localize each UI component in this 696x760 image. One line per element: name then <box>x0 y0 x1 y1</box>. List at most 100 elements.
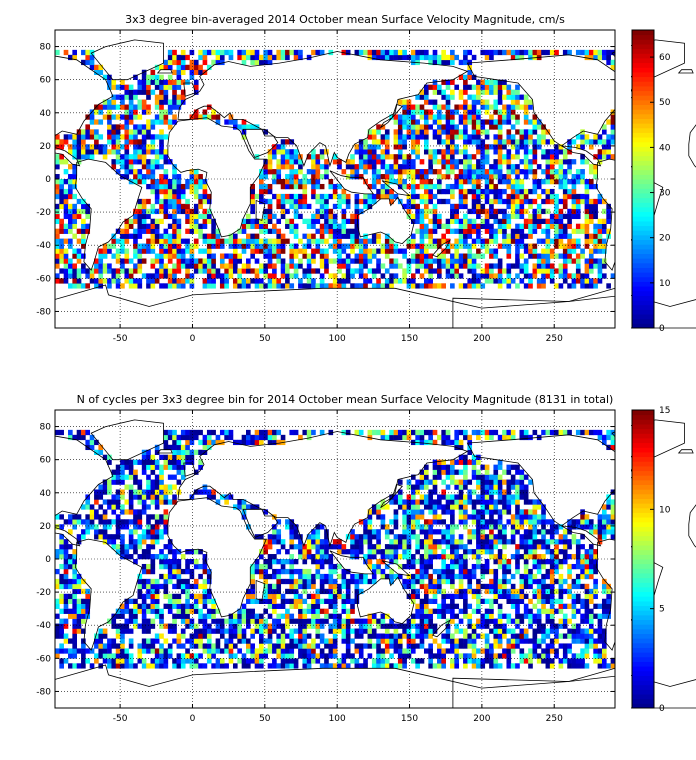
heatmap-cell <box>523 258 529 264</box>
heatmap-cell <box>120 154 125 160</box>
heatmap-cell <box>76 258 82 264</box>
heatmap-cell <box>81 129 86 135</box>
heatmap-cell <box>250 233 255 239</box>
heatmap-cell <box>345 243 351 249</box>
heatmap-cell <box>337 198 342 205</box>
heatmap-cell <box>510 179 516 185</box>
heatmap-cell <box>458 59 464 66</box>
heatmap-cell <box>81 223 86 229</box>
heatmap-cell <box>580 129 585 135</box>
x-tick-label: 0 <box>190 334 196 344</box>
heatmap-cell <box>601 238 607 244</box>
heatmap-cell <box>306 278 312 284</box>
heatmap-cell <box>328 213 334 220</box>
heatmap-cell <box>519 583 525 590</box>
heatmap-cell <box>315 218 321 224</box>
heatmap-cell <box>497 149 503 155</box>
heatmap-cell <box>254 49 260 56</box>
heatmap-cell <box>328 628 334 634</box>
heatmap-cell <box>172 179 177 185</box>
heatmap-cell <box>463 104 468 110</box>
heatmap-cell <box>497 169 503 175</box>
heatmap-cell <box>428 233 433 239</box>
heatmap-cell <box>232 613 238 619</box>
heatmap-cell <box>137 623 143 629</box>
heatmap-cell <box>493 49 499 56</box>
heatmap-cell <box>419 193 425 200</box>
heatmap-cell <box>497 198 503 205</box>
heatmap-cell <box>541 238 546 244</box>
heatmap-cell <box>441 233 446 239</box>
heatmap-cell <box>458 188 464 195</box>
heatmap-cell <box>476 263 481 269</box>
heatmap-cell <box>423 198 429 205</box>
heatmap-cell <box>410 273 416 279</box>
heatmap-cell <box>76 139 82 145</box>
heatmap-cell <box>133 144 138 150</box>
heatmap-cell <box>337 233 342 239</box>
heatmap-cell <box>289 283 295 289</box>
heatmap-cell <box>94 658 99 664</box>
heatmap-cell <box>59 198 64 205</box>
heatmap-cell <box>389 169 394 175</box>
heatmap-cell <box>402 663 407 669</box>
heatmap-cell <box>289 228 295 234</box>
heatmap-cell <box>298 618 303 624</box>
heatmap-cell <box>419 603 425 609</box>
heatmap-cell <box>554 218 559 224</box>
heatmap-cell <box>480 253 486 259</box>
heatmap-cell <box>558 144 564 150</box>
heatmap-cell <box>458 129 464 135</box>
heatmap-cell <box>532 208 538 215</box>
heatmap-cell <box>302 243 308 249</box>
heatmap-cell <box>484 149 490 155</box>
heatmap-cell <box>267 198 273 205</box>
heatmap-cell <box>432 84 438 90</box>
heatmap-cell <box>206 208 212 215</box>
heatmap-cell <box>337 268 342 274</box>
heatmap-cell <box>202 623 208 629</box>
heatmap-cell <box>562 658 568 664</box>
heatmap-cell <box>319 663 325 669</box>
heatmap-cell <box>211 268 216 274</box>
heatmap-cell <box>532 213 538 220</box>
heatmap-cell <box>341 213 347 220</box>
heatmap-cell <box>476 114 481 120</box>
heatmap-cell <box>345 653 351 659</box>
heatmap-cell <box>541 648 546 654</box>
heatmap-cell <box>272 628 277 634</box>
heatmap-cell <box>428 648 433 654</box>
heatmap-cell <box>406 174 412 180</box>
heatmap-cell <box>324 598 329 604</box>
heatmap-cell <box>493 174 499 180</box>
heatmap-cell <box>445 648 451 654</box>
heatmap-cell <box>302 174 308 180</box>
heatmap-cell <box>150 124 156 130</box>
heatmap-cell <box>63 583 69 590</box>
heatmap-cell <box>102 248 108 254</box>
heatmap-cell <box>237 124 242 130</box>
heatmap-cell <box>315 243 321 249</box>
heatmap-cell <box>493 578 499 585</box>
heatmap-cell <box>141 578 147 585</box>
heatmap-cell <box>463 144 468 150</box>
heatmap-cell <box>76 208 82 215</box>
heatmap-cell <box>562 49 568 56</box>
heatmap-cell <box>146 134 151 140</box>
heatmap-cell <box>102 658 108 664</box>
heatmap-cell <box>454 129 460 135</box>
heatmap-cell <box>128 233 134 239</box>
heatmap-cell <box>575 633 581 639</box>
heatmap-cell <box>185 273 190 279</box>
heatmap-cell <box>410 618 416 624</box>
heatmap-cell <box>515 598 520 604</box>
heatmap-cell <box>211 608 216 614</box>
heatmap-cell <box>141 554 147 560</box>
heatmap-cell <box>493 628 499 634</box>
heatmap-cell <box>267 648 273 654</box>
heatmap-cell <box>558 243 564 249</box>
heatmap-cell <box>211 618 216 624</box>
heatmap-cell <box>432 49 438 56</box>
heatmap-cell <box>85 149 91 155</box>
heatmap-cell <box>441 573 446 580</box>
